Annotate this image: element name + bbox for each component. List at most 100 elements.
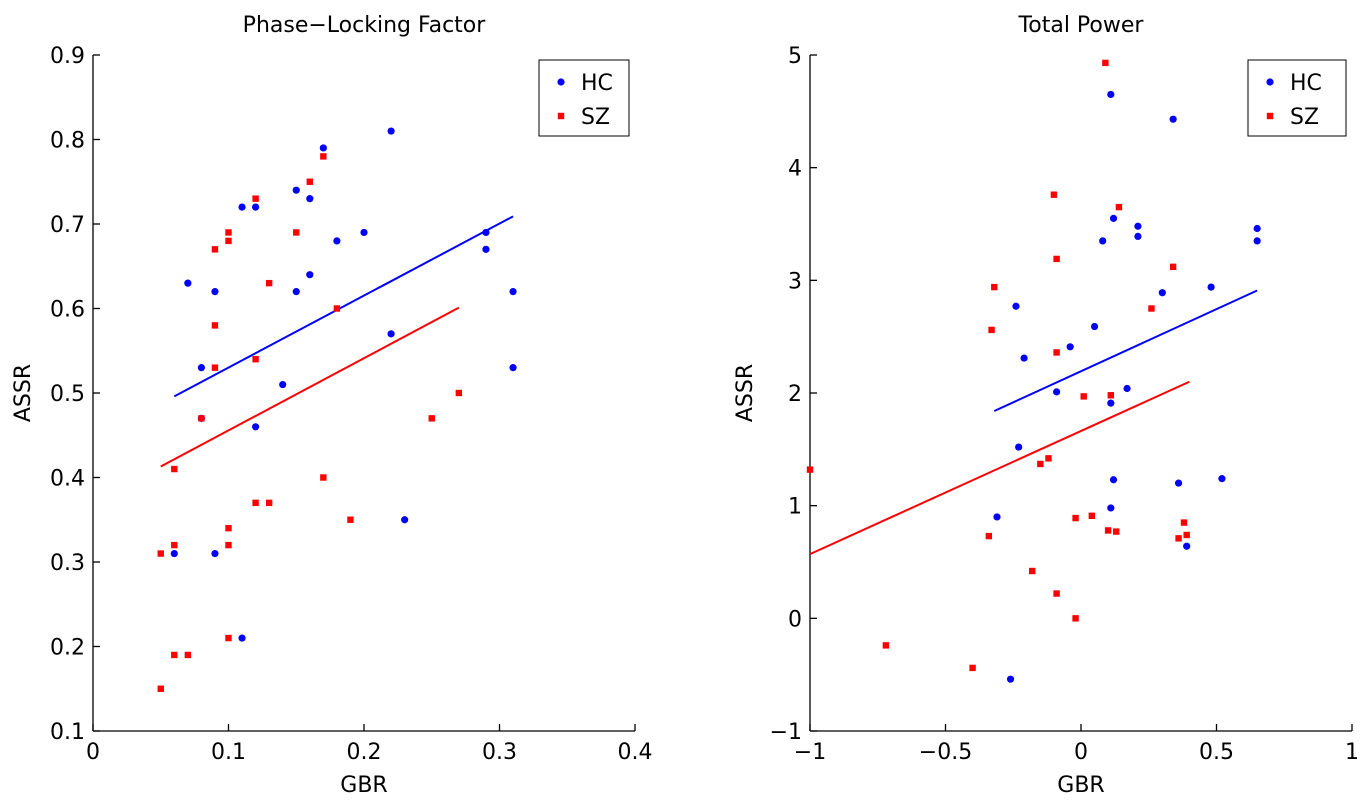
sz-point xyxy=(184,651,192,659)
total-power-chart-panel: −1 −0.5 0 0.5 1 −1 0 1 2 3 4 5 Total Power GBR ASSR HC S… xyxy=(733,13,1359,798)
legend-sz-marker xyxy=(557,112,565,120)
x-tick-label: 0.1 xyxy=(211,740,246,765)
x-tick-label: 1 xyxy=(1345,740,1359,765)
legend-hc-marker xyxy=(1266,78,1274,86)
hc-point xyxy=(1134,222,1142,230)
hc-point xyxy=(252,423,260,431)
sz-point xyxy=(225,237,232,245)
sz-fit-line xyxy=(809,380,1190,556)
hc-point xyxy=(211,288,219,296)
hc-point xyxy=(197,364,205,372)
y-tick-label: 3 xyxy=(788,269,802,294)
sz-point xyxy=(1148,305,1155,312)
sz-point xyxy=(806,466,814,473)
chart-title: Phase−Locking Factor xyxy=(243,13,487,38)
sz-point xyxy=(1175,535,1182,542)
sz-point xyxy=(1053,590,1060,597)
y-tick-label: 0.2 xyxy=(50,636,85,661)
sz-fit-line xyxy=(160,306,460,468)
hc-point xyxy=(319,144,327,152)
sz-point xyxy=(171,465,178,473)
sz-point xyxy=(225,525,232,532)
hc-point xyxy=(1183,542,1191,550)
plf-chart-panel: 0 0.1 0.2 0.3 0.40.10.20.30.40.50.60.70.80.9… xyxy=(11,13,653,798)
sz-point xyxy=(1107,392,1115,399)
x-tick-label: 0 xyxy=(1074,740,1088,765)
sz-point xyxy=(882,642,890,649)
sz-point xyxy=(1037,460,1044,468)
sz-point xyxy=(306,178,313,185)
y-tick-label: 0.9 xyxy=(50,44,85,69)
sz-point xyxy=(991,283,998,291)
hc-point xyxy=(1020,354,1028,362)
x-tick-label: −1 xyxy=(794,740,826,765)
y-tick-label: 4 xyxy=(788,157,802,182)
y-tick-label: 0 xyxy=(788,607,802,632)
y-tick-label: 0.4 xyxy=(50,467,85,492)
sz-point xyxy=(225,634,232,642)
hc-point xyxy=(1134,232,1142,240)
hc-point xyxy=(1107,90,1115,99)
hc-point xyxy=(1169,115,1177,123)
sz-point xyxy=(293,229,300,236)
x-tick-label: 0.3 xyxy=(482,740,517,765)
hc-point xyxy=(306,271,314,279)
sz-point xyxy=(985,532,993,540)
hc-point xyxy=(1123,384,1131,393)
hc-point xyxy=(1158,289,1166,297)
legend-sz-label: SZ xyxy=(581,105,610,130)
sz-point xyxy=(1183,531,1190,539)
hc-point xyxy=(252,203,260,211)
sz-point xyxy=(969,664,976,672)
sz-point xyxy=(211,364,219,371)
sz-point xyxy=(171,541,178,549)
hc-point xyxy=(211,549,219,558)
sz-point xyxy=(252,195,259,202)
sz-point xyxy=(225,229,232,236)
sz-point xyxy=(1072,514,1079,522)
hc-point xyxy=(1107,399,1115,407)
sz-point xyxy=(320,474,327,481)
legend-box xyxy=(1247,59,1347,137)
sz-point xyxy=(1053,349,1060,356)
hc-point xyxy=(238,634,246,642)
sz-point xyxy=(988,326,995,334)
sz-point xyxy=(455,389,463,397)
sz-point xyxy=(1169,263,1177,271)
sz-point xyxy=(1080,393,1087,400)
hc-point xyxy=(1109,476,1118,484)
hc-point xyxy=(1253,224,1261,233)
sz-point xyxy=(1050,191,1058,198)
y-tick-label: −1 xyxy=(770,720,802,745)
hc-point xyxy=(170,549,178,558)
y-tick-label: 2 xyxy=(788,382,802,407)
hc-point xyxy=(1012,302,1020,310)
y-tick-label: 1 xyxy=(788,495,802,520)
hc-point xyxy=(1090,322,1099,331)
y-tick-label: 0.7 xyxy=(50,213,85,238)
sz-point xyxy=(211,322,219,329)
y-tick-label: 0.1 xyxy=(50,720,85,745)
x-tick-label: −0.5 xyxy=(919,740,972,765)
legend-hc-marker xyxy=(557,78,565,86)
hc-point xyxy=(292,186,300,194)
sz-point xyxy=(252,356,259,363)
hc-point xyxy=(1253,237,1261,245)
hc-point xyxy=(1218,475,1226,483)
y-axis-label: ASSR xyxy=(11,364,36,422)
hc-point xyxy=(1015,443,1023,451)
hc-point xyxy=(401,516,409,524)
y-tick-label: 0.5 xyxy=(50,382,85,407)
legend-sz-marker xyxy=(1266,112,1274,120)
y-tick-label: 0.8 xyxy=(50,129,85,154)
hc-point xyxy=(1107,504,1115,512)
sz-point xyxy=(333,305,341,312)
hc-point xyxy=(292,288,300,296)
hc-fit-line xyxy=(993,289,1258,412)
x-tick-label: 0.2 xyxy=(347,740,382,765)
legend-hc-label: HC xyxy=(581,71,613,96)
sz-point xyxy=(1053,255,1060,263)
sz-point xyxy=(1029,567,1036,575)
y-tick-label: 0.6 xyxy=(50,298,85,323)
